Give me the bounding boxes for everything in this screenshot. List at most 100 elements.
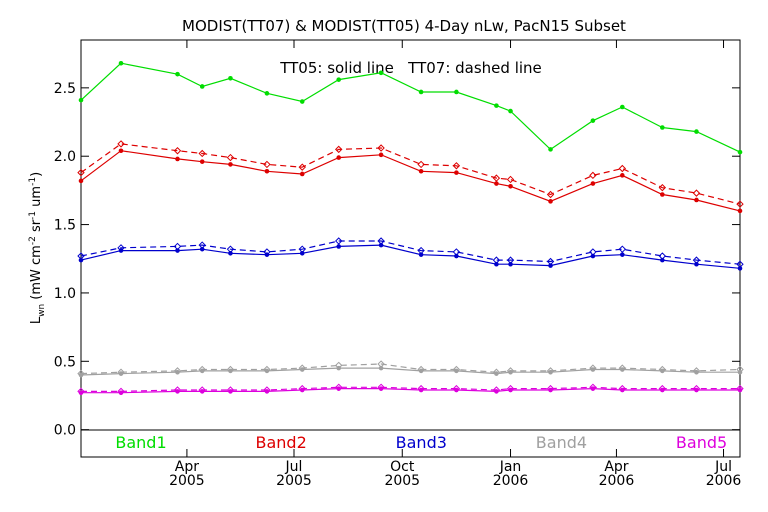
data-point-band3-dashed: [377, 237, 385, 245]
data-point-band4-dashed: [736, 365, 744, 374]
y-axis-label-part: -1: [28, 177, 38, 186]
y-axis-label: Lwn (mW cm-2 sr-1 um-1): [28, 172, 47, 324]
data-point-band2-solid: [548, 199, 553, 204]
data-point-band5-dashed: [618, 384, 627, 393]
data-point-band5-dashed: [736, 384, 744, 393]
data-point-band1-solid: [590, 118, 596, 123]
y-axis: 0.0 0.5 1.0 1.5 2.0 2.5: [54, 81, 740, 439]
x-tick-year-label: 2005: [384, 473, 420, 489]
data-point-band5-dashed: [226, 386, 235, 394]
data-point-band4-dashed: [589, 364, 597, 372]
data-point-band5-dashed: [492, 386, 501, 394]
data-point-band3-dashed: [692, 256, 701, 264]
data-point-band2-solid: [590, 181, 596, 186]
plot-area: [77, 60, 744, 396]
data-point-band1-solid: [378, 70, 384, 76]
series-line-band2-dashed: [80, 143, 741, 205]
data-point-band4-dashed: [658, 365, 667, 374]
data-point-band3-dashed: [417, 246, 425, 255]
data-point-band3-solid: [737, 266, 743, 271]
data-point-band5-dashed: [658, 384, 667, 393]
series-line-band5-dashed: [81, 386, 740, 392]
data-point-band4-dashed: [117, 368, 125, 376]
y-axis-label-part: -1: [28, 211, 38, 220]
data-point-band1-solid: [620, 104, 625, 110]
data-point-band5-dashed: [692, 384, 701, 393]
data-point-band3-solid: [175, 248, 180, 253]
data-point-band4-dashed: [546, 367, 555, 375]
data-point-band1-solid: [418, 89, 424, 95]
data-point-band2-solid: [378, 152, 384, 158]
data-point-band2-dashed: [658, 183, 667, 192]
data-point-band5-dashed: [417, 384, 425, 393]
x-tick-month-label: Oct: [390, 459, 415, 475]
data-point-band1-solid: [508, 108, 513, 114]
data-point-band1-solid: [336, 77, 342, 82]
data-point-band2-solid: [737, 208, 743, 214]
data-point-band3-dashed: [198, 241, 206, 249]
x-tick-year-label: 2005: [276, 473, 312, 489]
data-point-band5-dashed: [263, 386, 271, 394]
data-point-band2-dashed: [117, 140, 125, 148]
data-point-band3-solid: [228, 250, 233, 256]
data-point-band3-dashed: [658, 252, 667, 260]
y-tick-label: 0.5: [54, 354, 76, 370]
data-point-band5-dashed: [452, 384, 461, 393]
y-axis-label-part: sr: [29, 219, 44, 236]
data-point-band4-dashed: [452, 365, 461, 374]
data-point-band3-solid: [620, 252, 625, 257]
legend-entry-band2: Band2: [256, 433, 307, 452]
data-point-band4-dashed: [377, 360, 385, 368]
y-axis-label-part: um: [29, 186, 44, 211]
data-point-band4-dashed: [492, 368, 501, 376]
data-point-band3-dashed: [546, 257, 555, 266]
data-point-band3-solid: [78, 257, 84, 263]
data-point-band4-dashed: [417, 365, 425, 374]
data-point-band5-dashed: [546, 384, 555, 393]
data-point-band3-solid: [454, 253, 459, 259]
data-point-band1-solid: [299, 99, 305, 104]
data-point-band4-dashed: [692, 367, 701, 375]
data-point-band2-dashed: [736, 200, 744, 208]
data-point-band2-dashed: [492, 174, 501, 182]
data-point-band2-dashed: [298, 163, 306, 171]
data-point-band3-solid: [548, 263, 553, 268]
data-point-band2-solid: [228, 162, 233, 167]
data-point-band5-dashed: [77, 387, 85, 396]
series-line-band3-dashed: [80, 240, 741, 265]
data-point-band2-solid: [78, 178, 84, 184]
chart-title: MODIST(TT07) & MODIST(TT05) 4-Day nLw, P…: [182, 17, 626, 35]
x-tick-year-label: 2006: [599, 473, 635, 489]
data-point-band2-dashed: [263, 160, 271, 169]
data-point-band3-solid: [336, 244, 342, 249]
data-point-band1-solid: [199, 84, 205, 89]
x-tick-month-label: Jul: [714, 459, 732, 475]
x-tick-month-label: Jul: [285, 459, 303, 475]
data-point-band5-dashed: [173, 386, 182, 394]
data-point-band3-dashed: [226, 245, 235, 253]
data-point-band2-solid: [299, 171, 305, 177]
data-point-band3-solid: [299, 250, 305, 256]
y-axis-label-part: wn: [37, 304, 47, 317]
data-point-band3-solid: [494, 261, 499, 267]
data-point-band2-dashed: [226, 153, 235, 162]
data-point-band2-dashed: [589, 171, 597, 180]
data-point-band3-dashed: [589, 248, 597, 256]
data-point-band2-dashed: [618, 164, 627, 173]
y-axis-label-part: (mW cm: [29, 245, 44, 304]
data-point-band3-dashed: [117, 244, 125, 252]
data-point-band3-dashed: [335, 237, 343, 245]
data-point-band2-dashed: [173, 147, 182, 155]
data-point-band2-dashed: [335, 145, 343, 154]
data-point-band3-dashed: [298, 245, 306, 253]
data-point-band4-dashed: [298, 364, 306, 372]
data-point-band4-dashed: [77, 369, 85, 378]
data-point-band2-solid: [508, 183, 513, 189]
data-point-band1-solid: [175, 71, 180, 77]
x-tick-year-label: 2006: [706, 473, 742, 489]
data-point-band1-solid: [548, 147, 553, 152]
data-point-band1-solid: [454, 89, 459, 95]
y-tick-label: 0.0: [54, 423, 76, 439]
data-point-band2-dashed: [198, 149, 206, 158]
data-point-band3-dashed: [263, 248, 271, 256]
